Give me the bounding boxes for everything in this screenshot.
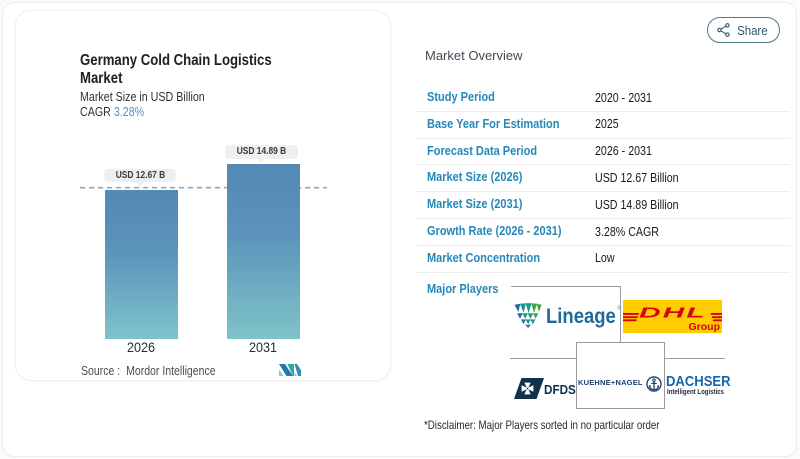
svg-text:DHL: DHL — [639, 305, 707, 321]
svg-text:Group: Group — [689, 321, 721, 333]
